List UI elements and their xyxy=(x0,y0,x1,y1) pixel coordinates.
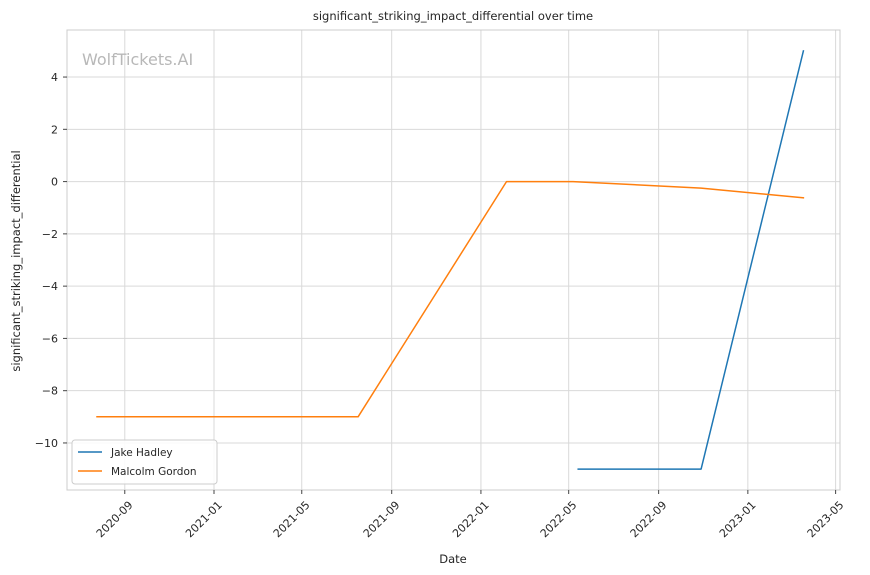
grid xyxy=(67,30,840,490)
y-tick-label: −10 xyxy=(35,437,58,450)
y-tick-label: −2 xyxy=(42,228,58,241)
chart-title: significant_striking_impact_differential… xyxy=(313,9,593,23)
x-tick-label: 2022-09 xyxy=(628,499,670,541)
x-tick-label: 2023-01 xyxy=(717,499,759,541)
x-tick-label: 2020-09 xyxy=(94,499,136,541)
plot-area xyxy=(66,29,841,491)
x-tick-label: 2022-01 xyxy=(450,499,492,541)
x-tick-label: 2021-01 xyxy=(183,499,225,541)
legend-box xyxy=(71,439,218,485)
series-line-1 xyxy=(96,180,805,418)
legend-label: Malcolm Gordon xyxy=(111,466,197,478)
x-tick-label: 2023-05 xyxy=(805,499,847,541)
x-axis-ticks: 2020-09 2021-01 2021-05 2021-09 2022-01 2022-… xyxy=(94,490,847,541)
y-tick-label: −6 xyxy=(42,332,58,345)
x-tick-label: 2022-05 xyxy=(538,499,580,541)
series-line-0 xyxy=(577,49,805,470)
legend-label: Jake Hadley xyxy=(110,447,173,459)
legend: Jake Hadley Malcolm Gordon xyxy=(71,439,218,485)
y-tick-label: 0 xyxy=(51,176,58,189)
plot-frame xyxy=(66,29,841,491)
y-tick-label: −8 xyxy=(42,385,58,398)
series-layer xyxy=(96,49,805,470)
x-tick-label: 2021-05 xyxy=(271,499,313,541)
y-tick-label: 2 xyxy=(51,123,58,136)
y-axis-label: significant_striking_impact_differential xyxy=(9,150,23,371)
x-axis-label: Date xyxy=(439,552,467,566)
x-tick-label: 2021-09 xyxy=(361,499,403,541)
y-axis-ticks: 4 2 0 −2 −4 −6 −8 −10 xyxy=(35,71,67,450)
y-tick-label: −4 xyxy=(42,280,58,293)
watermark: WolfTickets.AI xyxy=(82,50,193,69)
y-tick-label: 4 xyxy=(51,71,58,84)
